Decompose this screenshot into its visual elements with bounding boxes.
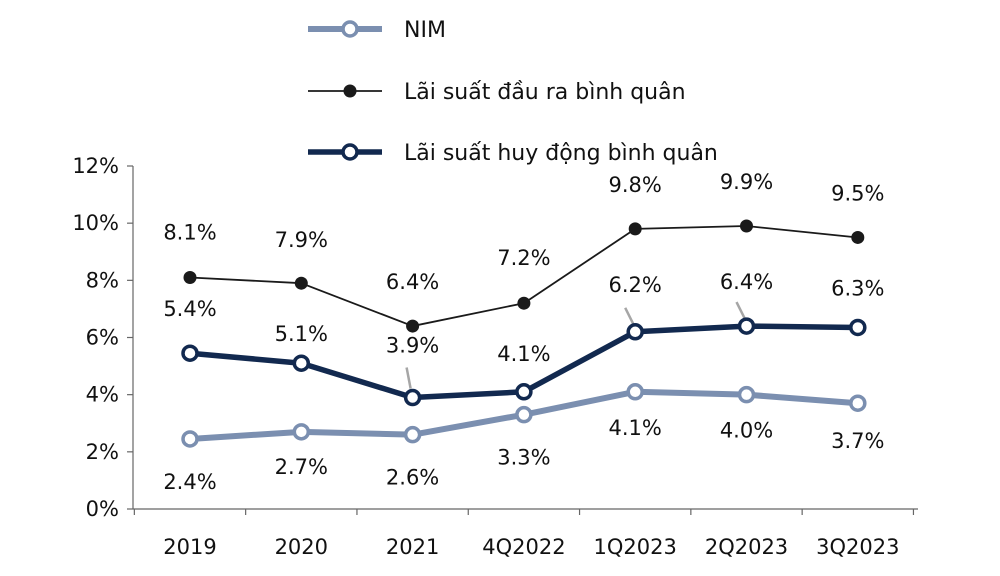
legend-label-0: NIM [404, 18, 446, 43]
data-label: 3.3% [497, 446, 550, 470]
series-lines [181, 219, 867, 448]
series-2-point [403, 388, 422, 407]
series-0-point [737, 385, 756, 404]
data-label: 8.1% [163, 220, 216, 244]
label-connector [735, 301, 746, 319]
data-label: 2.7% [275, 455, 328, 479]
series-0-point [292, 423, 311, 441]
legend-label-1: Lãi suất đầu ra bình quân [404, 80, 686, 105]
data-label: 6.4% [720, 270, 773, 294]
x-tick-label: 2020 [275, 535, 328, 559]
series-1-point [517, 296, 531, 310]
y-tick-label: 12% [72, 154, 119, 178]
y-tick-label: 0% [86, 497, 119, 521]
legend-marker-1 [343, 84, 357, 98]
series-1-point [183, 270, 197, 284]
data-label: 6.3% [831, 276, 884, 300]
x-tick-label: 2021 [386, 535, 439, 559]
series-1-point [851, 230, 865, 244]
data-label: 7.2% [497, 246, 550, 270]
series-1-point [628, 222, 642, 236]
series-1-point [406, 319, 420, 333]
y-tick-label: 4% [86, 383, 119, 407]
data-label: 4.1% [609, 416, 662, 440]
data-label: 5.1% [275, 322, 328, 346]
label-connectors [405, 301, 746, 389]
series-2-point [515, 383, 533, 401]
legend: NIM Lãi suất đầu ra bình quân Lãi suất huy… [308, 18, 718, 166]
data-label: 6.2% [609, 273, 662, 297]
series-2-point [737, 317, 756, 335]
y-tick-label: 2% [86, 440, 119, 464]
data-label: 3.7% [831, 429, 884, 453]
data-label: 9.5% [831, 181, 884, 205]
series-0-point [515, 405, 533, 424]
x-tick-label: 1Q2023 [594, 535, 677, 559]
x-tick-label: 2019 [163, 535, 216, 559]
axes: 0% 2% 4% 6% 8% 10% 12% 2019 2020 2021 4Q2022 1Q2023… [72, 154, 918, 559]
y-tick-label: 10% [72, 211, 119, 235]
data-label: 4.1% [497, 342, 550, 366]
legend-marker-0 [341, 20, 359, 38]
series-1-point [294, 276, 308, 290]
data-label: 2.6% [386, 466, 439, 490]
data-label: 7.9% [275, 228, 328, 252]
series-0-point [181, 430, 199, 448]
data-label: 9.8% [609, 173, 662, 197]
series-0-point [403, 425, 422, 444]
data-label: 5.4% [163, 297, 216, 321]
y-tick-label: 8% [86, 268, 119, 292]
label-connector [405, 367, 412, 389]
legend-label-2: Lãi suất huy động bình quân [404, 141, 718, 166]
x-tick-label: 3Q2023 [816, 535, 899, 559]
data-label: 4.0% [720, 419, 773, 443]
series-2-point [181, 344, 199, 362]
label-connector [624, 307, 635, 325]
series-0-point [626, 383, 644, 401]
legend-marker-2 [341, 143, 359, 161]
y-tick-label: 6% [86, 326, 119, 350]
x-tick-label: 4Q2022 [482, 535, 565, 559]
data-label: 9.9% [720, 170, 773, 194]
data-label: 3.9% [386, 334, 439, 358]
data-labels: 2.4% 2.7% 2.6% 3.3% 4.1% 4.0% 3.7% 8.1% 7.9% 6.4%… [163, 170, 884, 494]
series-2-point [849, 318, 867, 337]
series-0-point [849, 394, 867, 412]
series-2-point [626, 323, 644, 341]
data-label: 6.4% [386, 270, 439, 294]
x-tick-label: 2Q2023 [705, 535, 788, 559]
series-1-point [740, 219, 753, 233]
series-2-point [292, 354, 311, 372]
data-label: 2.4% [163, 470, 216, 494]
